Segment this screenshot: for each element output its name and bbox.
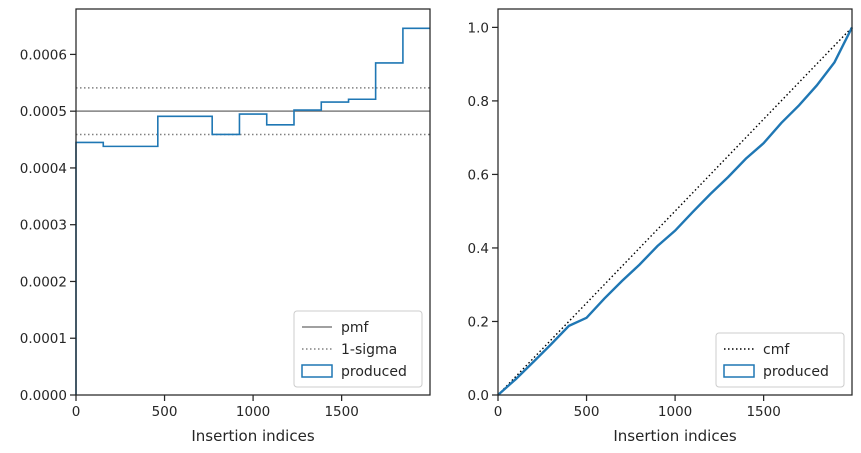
left-legend-box [293, 310, 423, 388]
left-chart: 0 500 1000 1500 0.0000 0.0001 0.0002 0.0003 0.00… [20, 8, 431, 445]
left-x-tick-label: 1000 [236, 404, 270, 420]
right-y-tick-label: 1.0 [468, 20, 489, 36]
right-y-tick-label: 0.4 [468, 241, 489, 257]
left-y-tick-label: 0.0002 [20, 274, 67, 290]
left-y-tick-label: 0.0003 [20, 218, 67, 234]
produced-line [497, 26, 854, 396]
legend-produced-label: produced [763, 364, 829, 380]
cmf-line [497, 26, 853, 396]
right-chart: 0 500 1000 1500 0.0 0.2 0.4 0.6 0.8 1.0 Insertion… [468, 8, 854, 445]
legend-cmf-label: cmf [763, 342, 790, 358]
right-y-tick-label: 0.0 [468, 388, 489, 404]
left-y-tick-label: 0.0006 [20, 47, 67, 63]
produced-histogram [75, 27, 430, 395]
right-x-tick-label: 0 [494, 404, 503, 420]
right-legend-box [715, 332, 845, 388]
left-y-tick-label: 0.0001 [20, 331, 67, 347]
legend-produced-label: produced [341, 364, 407, 380]
right-x-axis-label: Insertion indices [613, 427, 736, 445]
left-y-tick-label: 0.0004 [20, 161, 67, 177]
legend-produced-swatch [301, 364, 333, 378]
left-x-tick-label: 500 [152, 404, 178, 420]
left-y-tick-label: 0.0000 [20, 388, 67, 404]
right-x-tick-label: 500 [574, 404, 600, 420]
legend-pmf-label: pmf [341, 320, 370, 336]
left-x-tick-label: 1500 [324, 404, 358, 420]
right-y-tick-label: 0.8 [468, 94, 489, 110]
right-y-tick-label: 0.6 [468, 167, 489, 183]
legend-produced-swatch [723, 364, 755, 378]
right-legend: cmf produced [715, 332, 845, 388]
legend-1-sigma-label: 1-sigma [341, 342, 397, 358]
left-y-tick-label: 0.0005 [20, 104, 67, 120]
left-legend: pmf 1-sigma produced [293, 310, 423, 388]
right-x-tick-label: 1500 [746, 404, 780, 420]
left-x-axis-label: Insertion indices [191, 427, 314, 445]
right-x-tick-label: 1000 [658, 404, 692, 420]
left-x-tick-label: 0 [72, 404, 81, 420]
right-y-tick-label: 0.2 [468, 314, 489, 330]
